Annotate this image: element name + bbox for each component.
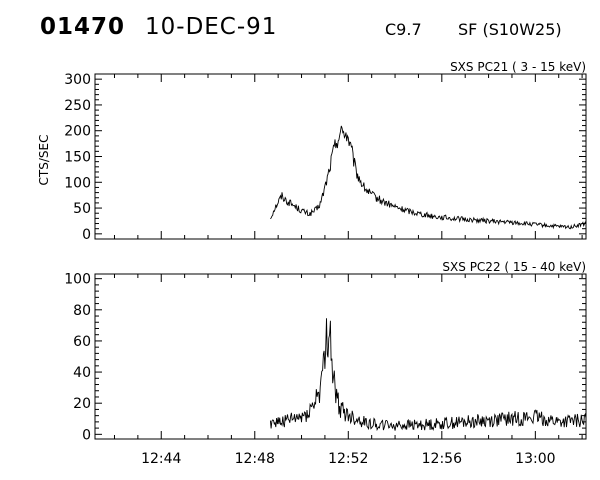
x-tick-label: 13:00 (515, 451, 555, 467)
series-line (269, 318, 587, 432)
flare-location: SF (S10W25) (458, 20, 562, 39)
y-tick-label: 20 (73, 396, 91, 412)
y-tick-label: 150 (64, 150, 91, 166)
y-tick-label: 0 (82, 427, 91, 443)
y-tick-label: 50 (73, 201, 91, 217)
y-tick-label: 200 (64, 124, 91, 140)
y-tick-label: 0 (82, 227, 91, 243)
plot-frame (94, 273, 587, 440)
y-tick-label: 300 (64, 72, 91, 88)
chart-title-pc21: SXS PC21 ( 3 - 15 keV) (450, 60, 586, 74)
event-date: 10-DEC-91 (145, 14, 278, 40)
x-tick-label: 12:56 (422, 451, 462, 467)
x-tick-label: 12:52 (328, 451, 368, 467)
flare-class: C9.7 (385, 20, 422, 39)
y-tick-label: 40 (73, 365, 91, 381)
x-tick-label: 12:48 (235, 451, 275, 467)
y-tick-label: 250 (64, 98, 91, 114)
y-tick-label: 100 (64, 175, 91, 191)
x-tick-label: 12:44 (141, 451, 181, 467)
series-line (270, 125, 587, 230)
y-axis-label: CTS/SEC (37, 135, 51, 186)
plot-frame (94, 73, 587, 240)
event-id: 01470 (40, 14, 126, 40)
chart-title-pc22: SXS PC22 ( 15 - 40 keV) (442, 260, 586, 274)
y-tick-label: 60 (73, 334, 91, 350)
y-tick-label: 80 (73, 303, 91, 319)
y-tick-label: 100 (64, 272, 91, 288)
